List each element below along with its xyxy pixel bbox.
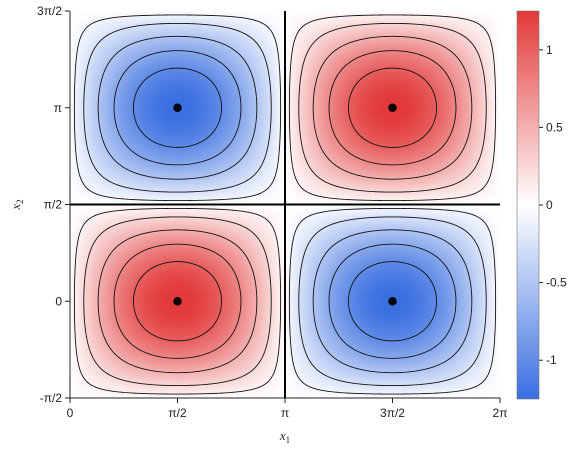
colorbar <box>516 10 540 400</box>
y-tick-label: π <box>54 101 62 115</box>
y-tick-label: 0 <box>55 294 62 308</box>
contour-line <box>97 35 473 374</box>
contour-line <box>83 22 487 387</box>
contour-line <box>113 50 457 359</box>
y-tick-label: π/2 <box>44 198 63 212</box>
colorbar-tick-label: -1 <box>546 353 557 367</box>
critical-point <box>388 103 397 112</box>
colorbar-tick-label: -0.5 <box>546 276 567 290</box>
y-axis-label: x2 <box>8 199 25 210</box>
critical-point <box>173 297 182 306</box>
x-tick-label: 2π <box>493 406 508 420</box>
critical-point <box>173 103 182 112</box>
y-tick-label: 3π/2 <box>37 4 62 18</box>
contour-line <box>73 14 497 395</box>
contour-line <box>73 14 497 395</box>
contour-line <box>83 22 487 387</box>
x-tick-label: π/2 <box>168 406 187 420</box>
contour-line <box>133 67 437 342</box>
colorbar-tick-label: 1 <box>546 43 553 57</box>
critical-point <box>388 297 397 306</box>
contour-lines <box>73 14 497 395</box>
x-axis-label: x1 <box>279 428 290 445</box>
colorbar-tick-label: 0.5 <box>546 120 563 134</box>
contour-line <box>113 50 457 359</box>
x-tick-label: 3π/2 <box>380 406 405 420</box>
x-tick-label: π <box>281 406 289 420</box>
y-tick-label: -π/2 <box>40 391 63 405</box>
contour-line <box>97 35 473 374</box>
colorbar-tick-label: 0 <box>546 198 553 212</box>
x-tick-label: 0 <box>67 406 74 420</box>
contour-line <box>133 67 437 342</box>
